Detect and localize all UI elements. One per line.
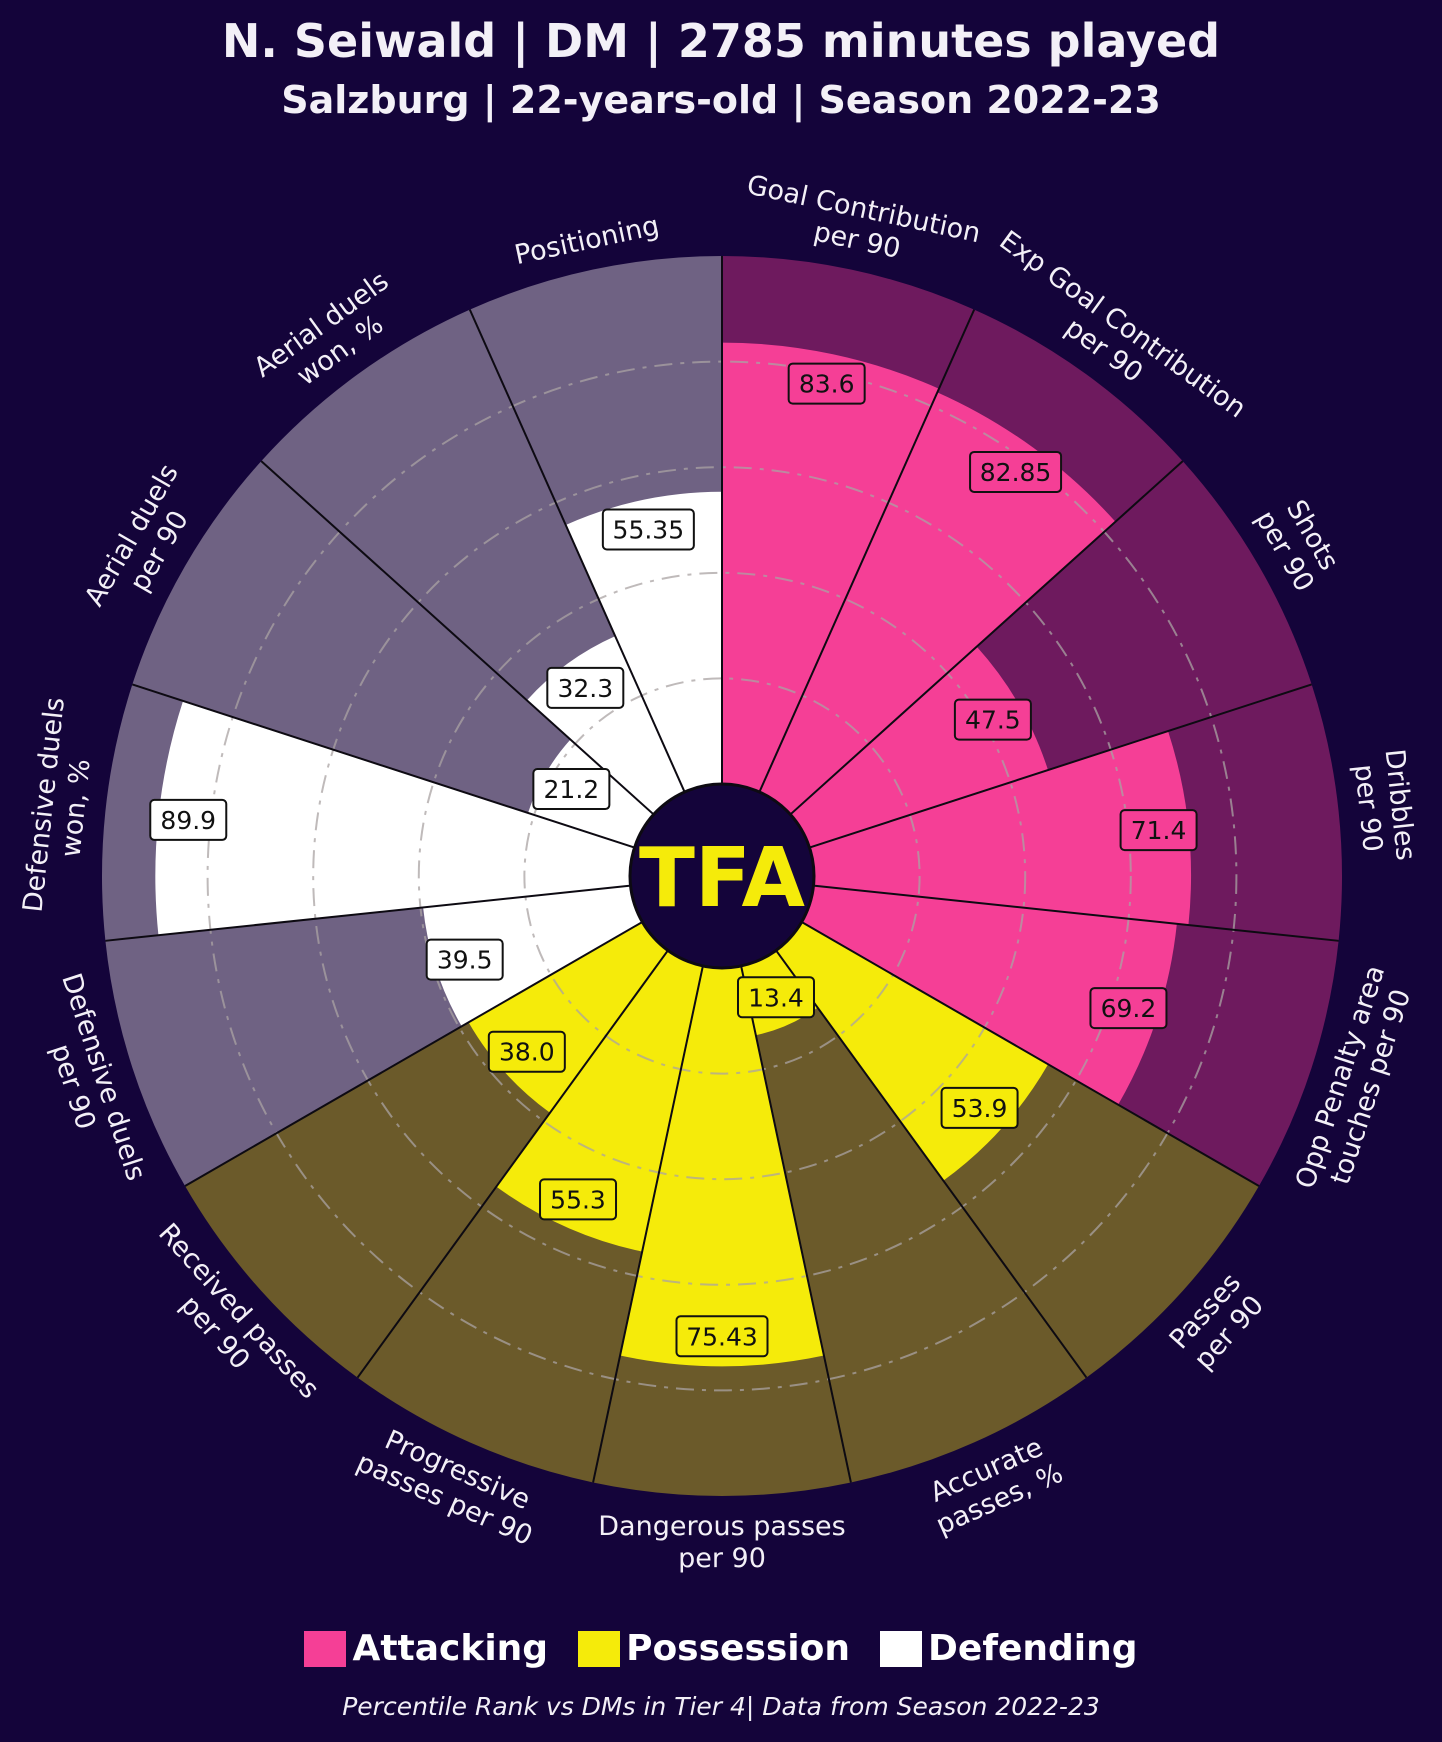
value-slice-positioning [565, 491, 722, 792]
value-labels: 83.6 82.85 47.5 71.4 69.2 53.9 13.4 75.43 55.3 38… [149, 362, 1198, 1358]
svg-text:38.0: 38.0 [499, 1038, 555, 1067]
value-label-defensive-duels-per-90: 39.5 [425, 938, 504, 981]
legend-label-possession: Possession [626, 1628, 851, 1669]
svg-text:21.2: 21.2 [544, 775, 600, 804]
center-circle [628, 782, 816, 970]
divider-line [468, 309, 686, 793]
slice-dividers [105, 256, 1339, 1483]
value-label-dribbles-per-90: 71.4 [1119, 809, 1198, 852]
svg-text:39.5: 39.5 [437, 946, 493, 975]
value-slice-dangerous-passes-per-90 [620, 965, 824, 1367]
value-label-aerial-duels-won: 32.3 [546, 666, 625, 709]
metric-label-dribbles-per-90: Dribblesper 90 [1347, 748, 1421, 866]
value-label-positioning: 55.35 [601, 508, 695, 551]
divider-line [184, 921, 643, 1187]
value-slice-defensive-duels-won [155, 700, 635, 936]
grid-ring-40 [417, 571, 1027, 1181]
svg-text:89.9: 89.9 [160, 806, 216, 835]
svg-text:Dangerous passesper 90: Dangerous passes per 90 [598, 1511, 845, 1574]
value-label-dangerous-passes-per-90: 75.43 [675, 1315, 769, 1358]
grid-ring-60 [312, 466, 1132, 1286]
legend-swatch-attacking [304, 1630, 347, 1667]
divider-line [260, 460, 655, 816]
metric-label-dangerous-passes-per-90: Dangerous passes per 90 [598, 1511, 845, 1574]
legend-item-possession: Possession [578, 1628, 850, 1669]
legend-item-defending: Defending [880, 1628, 1138, 1669]
divider-line [356, 949, 669, 1379]
svg-text:82.85: 82.85 [980, 458, 1052, 487]
value-label-shots-per-90: 47.5 [953, 698, 1032, 741]
logo-text: TFA [639, 831, 806, 926]
svg-text:83.6: 83.6 [799, 370, 855, 399]
divider-line [813, 884, 1339, 942]
svg-text:69.2: 69.2 [1101, 994, 1157, 1023]
value-label-goal-contribution-per-90: 83.6 [787, 362, 866, 405]
chart-title: N. Seiwald | DM | 2785 minutes played [221, 14, 1221, 68]
metric-label-defensive-duels-won: Defensive duelswon, % [18, 696, 103, 917]
legend-swatch-defending [880, 1630, 923, 1667]
divider-line [801, 921, 1260, 1187]
legend: Attacking Possession Defending [0, 1628, 1442, 1669]
value-label-defensive-duels-won: 89.9 [149, 798, 228, 841]
legend-label-attacking: Attacking [352, 1628, 549, 1669]
svg-text:Defensive duelswon, %: Defensive duelswon, % [18, 696, 103, 917]
legend-swatch-possession [578, 1630, 621, 1667]
bg-slice-accurate-passes [741, 950, 1087, 1483]
divider-line [740, 965, 852, 1483]
grid-ring-20 [523, 677, 921, 1075]
value-slice-shots-per-90 [790, 646, 1049, 848]
footer-note: Percentile Rank vs DMs in Tier 4| Data f… [342, 1692, 1100, 1721]
svg-text:13.4: 13.4 [748, 983, 804, 1012]
divider-line [775, 949, 1088, 1379]
value-slice-exp-goal-contribution-per-90 [759, 392, 1116, 815]
svg-text:55.35: 55.35 [613, 515, 685, 544]
svg-text:75.43: 75.43 [686, 1322, 758, 1351]
divider-line [758, 309, 976, 793]
value-label-opp-penalty-area-touches-per-90: 69.2 [1089, 987, 1168, 1030]
legend-label-defending: Defending [928, 1628, 1138, 1669]
divider-line [592, 965, 704, 1483]
center-logo: TFA [628, 782, 816, 970]
svg-text:32.3: 32.3 [557, 674, 613, 703]
value-slice-dribbles-per-90 [809, 731, 1191, 926]
value-label-passes-per-90: 53.9 [940, 1086, 1019, 1129]
value-label-exp-goal-contribution-per-90: 82.85 [969, 450, 1063, 493]
chart-subtitle: Salzburg | 22-years-old | Season 2022-23 [281, 78, 1161, 122]
value-slice-opp-penalty-area-touches-per-90 [801, 885, 1177, 1105]
value-slice-defensive-duels-per-90 [423, 885, 643, 1027]
svg-text:47.5: 47.5 [965, 706, 1021, 735]
divider-line [132, 683, 635, 849]
bg-slice-aerial-duels-per-90 [132, 461, 654, 848]
value-label-received-passes-per-90: 38.0 [487, 1030, 566, 1073]
legend-item-attacking: Attacking [304, 1628, 548, 1669]
svg-text:55.3: 55.3 [550, 1185, 606, 1214]
divider-line [789, 460, 1184, 816]
value-label-accurate-passes: 13.4 [736, 976, 815, 1019]
value-label-aerial-duels-per-90: 21.2 [532, 768, 611, 811]
divider-line [105, 884, 631, 942]
svg-text:71.4: 71.4 [1131, 816, 1187, 845]
value-slice-goal-contribution-per-90 [722, 342, 939, 792]
svg-text:53.9: 53.9 [952, 1094, 1008, 1123]
value-label-progressive-passes-per-90: 55.3 [539, 1178, 618, 1221]
divider-line [809, 683, 1312, 849]
svg-text:Dribblesper 90: Dribblesper 90 [1347, 748, 1421, 866]
value-slice-progressive-passes-per-90 [496, 950, 703, 1252]
